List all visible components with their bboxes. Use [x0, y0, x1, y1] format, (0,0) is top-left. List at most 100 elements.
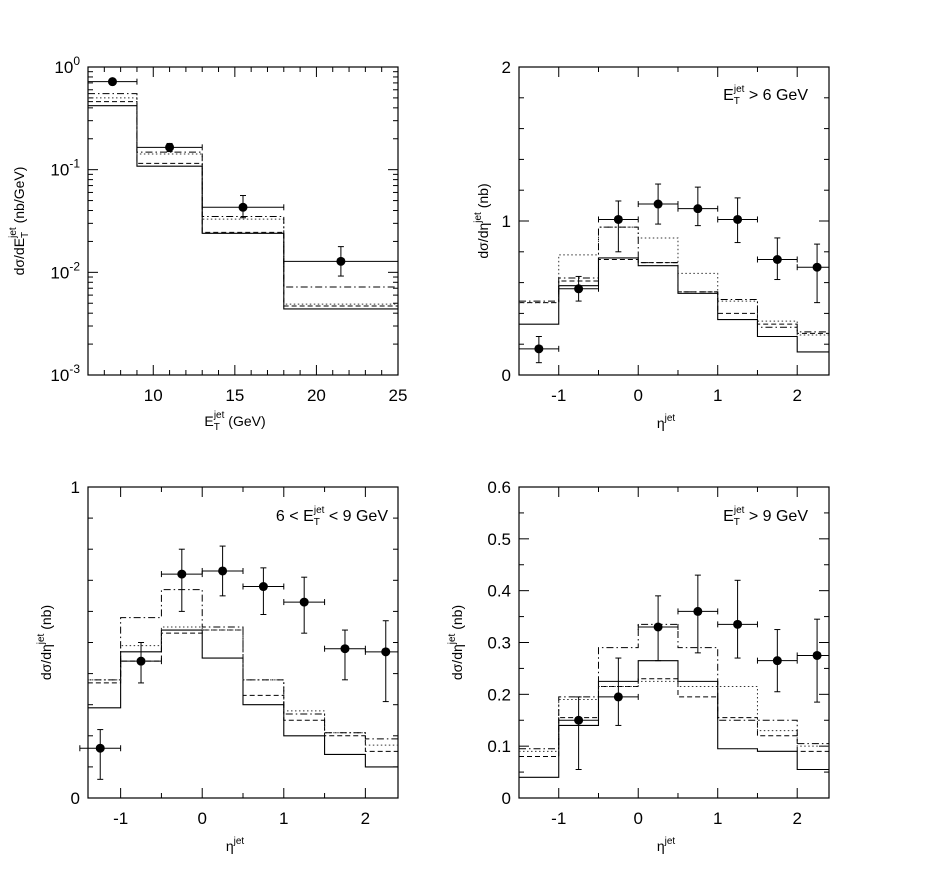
data-point — [796, 618, 830, 703]
y-tick-label: 0.6 — [487, 478, 511, 497]
data-marker — [336, 256, 346, 266]
histogram-dashdot — [519, 623, 829, 750]
data-marker — [107, 77, 117, 87]
data-marker — [299, 597, 309, 607]
data-marker — [812, 650, 822, 660]
data-point — [201, 195, 285, 219]
x-axis-label: ηjet — [226, 836, 245, 854]
x-tick-label: 0 — [633, 386, 642, 405]
histograms — [519, 623, 829, 778]
plot-frame — [518, 66, 830, 376]
histogram-solid — [88, 629, 398, 768]
y-tick-label: 0.1 — [487, 737, 511, 756]
data-point — [364, 620, 399, 703]
histogram-dotted — [519, 680, 829, 752]
histogram-solid — [519, 660, 829, 778]
histogram-dashed — [519, 259, 829, 334]
data-point — [756, 237, 798, 281]
data-marker — [733, 619, 743, 629]
histogram-solid — [519, 257, 829, 353]
data-marker — [165, 142, 175, 152]
data-point — [558, 696, 599, 770]
y-tick-label: 10-1 — [50, 157, 80, 180]
y-axis-label: dσ/dηjet (nb) — [473, 183, 491, 258]
y-tick-label: 0.3 — [487, 634, 511, 653]
data-marker — [693, 204, 703, 214]
x-tick-label: 0 — [633, 809, 642, 828]
cut-annotation: 6 < ETjet < 9 GeV — [276, 505, 388, 528]
data-marker — [177, 569, 187, 579]
data-marker — [613, 214, 623, 224]
data-point — [87, 77, 138, 87]
histogram-dashdot — [88, 589, 398, 740]
data-point — [637, 183, 679, 225]
y-tick-label: 0.5 — [487, 530, 511, 549]
data-point — [717, 579, 758, 659]
data-marker — [772, 255, 782, 264]
x-tick-label: 2 — [792, 809, 801, 828]
data-point — [201, 545, 244, 597]
data-marker — [136, 656, 146, 666]
data-marker — [238, 202, 248, 212]
x-tick-label: 20 — [307, 386, 326, 405]
y-tick-label: 0 — [502, 789, 511, 808]
panel-eta-et-gt-6: -1 0 1 2 0 1 2 ηjet dσ/dηjet (nb) ETjet > 6 GeV — [473, 58, 830, 431]
histograms — [519, 226, 829, 353]
data-marker — [574, 715, 584, 725]
panel-et-spectrum: 10 15 20 25 100 10-1 10-2 10-3 ETjet (GeV) dσ/dET… — [8, 54, 407, 433]
y-tick-label: 10-2 — [50, 259, 80, 282]
x-tick-label: 2 — [361, 809, 370, 828]
data-marker — [534, 344, 544, 354]
data-marker — [574, 284, 584, 294]
x-tick-label: 1 — [713, 809, 722, 828]
data-marker — [381, 647, 391, 657]
data-marker — [218, 566, 228, 576]
data-marker — [95, 743, 105, 753]
x-tick-label: 10 — [144, 386, 163, 405]
x-axis-label: ηjet — [657, 413, 676, 431]
data-point — [79, 729, 122, 780]
x-tick-label: 1 — [279, 809, 288, 828]
data-marker — [653, 199, 663, 209]
data-marker — [340, 644, 350, 654]
x-tick-label: 0 — [197, 809, 206, 828]
y-tick-label: 0.4 — [487, 582, 511, 601]
data-point — [120, 642, 162, 684]
y-tick-label: 1 — [502, 212, 511, 231]
y-tick-label: 0 — [71, 789, 80, 808]
y-tick-label: 0.2 — [487, 685, 511, 704]
y-axis-label: dσ/dηjet (nb) — [447, 605, 465, 680]
data-point — [597, 200, 639, 253]
data-point — [518, 336, 560, 364]
y-axis-label: dσ/dETjet (nb/GeV) — [8, 167, 31, 276]
x-tick-label: -1 — [551, 809, 566, 828]
histogram-dashed — [519, 678, 829, 758]
y-tick-label: 2 — [502, 58, 511, 77]
histogram-dashdot — [88, 93, 398, 288]
data-point — [283, 576, 326, 634]
data-point — [637, 595, 679, 662]
data-marker — [812, 262, 822, 272]
data-marker — [693, 606, 703, 616]
x-axis-label: ηjet — [657, 836, 676, 854]
cut-annotation: ETjet > 9 GeV — [723, 505, 808, 528]
data-point — [677, 186, 719, 227]
panel-eta-et-6-to-9: -1 0 1 2 0 1 ηjet dσ/dηjet (nb) 6 < ETjet < 9 Ge… — [36, 478, 399, 854]
panel-eta-et-gt-9: -1 0 1 2 0 0.1 0.2 0.3 0.4 0.5 0.6 ηjet dσ/dηjet (nb… — [447, 478, 830, 854]
y-tick-label: 100 — [54, 54, 80, 77]
y-tick-label: 0 — [502, 366, 511, 385]
data-point — [756, 629, 798, 693]
data-point — [136, 142, 203, 153]
data-point — [677, 574, 719, 654]
data-point — [160, 548, 203, 612]
histograms — [88, 93, 398, 310]
data-point — [324, 629, 366, 681]
x-axis-label: ETjet (GeV) — [204, 410, 265, 433]
cut-annotation: ETjet > 6 GeV — [723, 84, 808, 107]
data-marker — [258, 582, 268, 592]
plot-frame — [87, 66, 399, 376]
histogram-dotted — [88, 626, 398, 746]
data-marker — [613, 692, 623, 702]
y-axis-label: dσ/dηjet (nb) — [36, 605, 54, 680]
